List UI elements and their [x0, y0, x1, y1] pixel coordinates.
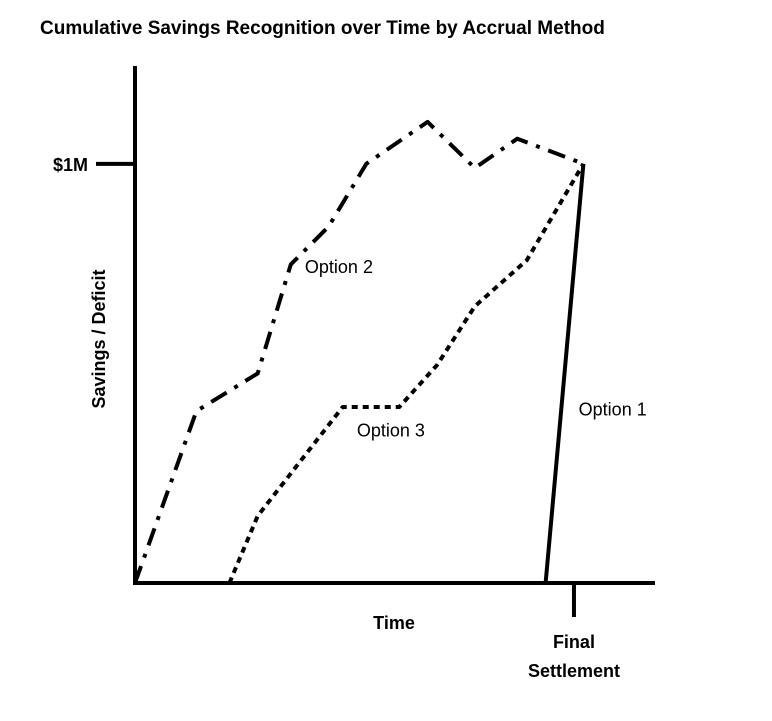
- series-line-option-1: [543, 163, 586, 584]
- axes: [133, 66, 655, 585]
- y-tick-label: $1M: [53, 155, 88, 175]
- y-axis-label: Savings / Deficit: [89, 269, 109, 408]
- series-label-option-2: Option 2: [305, 257, 373, 277]
- series-label-option-1: Option 1: [579, 399, 647, 419]
- series-line-option-2: [133, 119, 585, 584]
- x-axis-label: Time: [373, 613, 415, 633]
- series-line-option-3: [227, 162, 586, 584]
- chart-title: Cumulative Savings Recognition over Time…: [40, 18, 605, 39]
- x-tick-label: Settlement: [528, 661, 620, 681]
- ticks: $1M Final Settlement: [53, 155, 620, 681]
- x-tick-label: Final: [553, 632, 595, 652]
- series-lines: [133, 119, 586, 584]
- series-labels: Option 2 Option 3 Option 1: [305, 257, 647, 440]
- series-label-option-3: Option 3: [357, 420, 425, 440]
